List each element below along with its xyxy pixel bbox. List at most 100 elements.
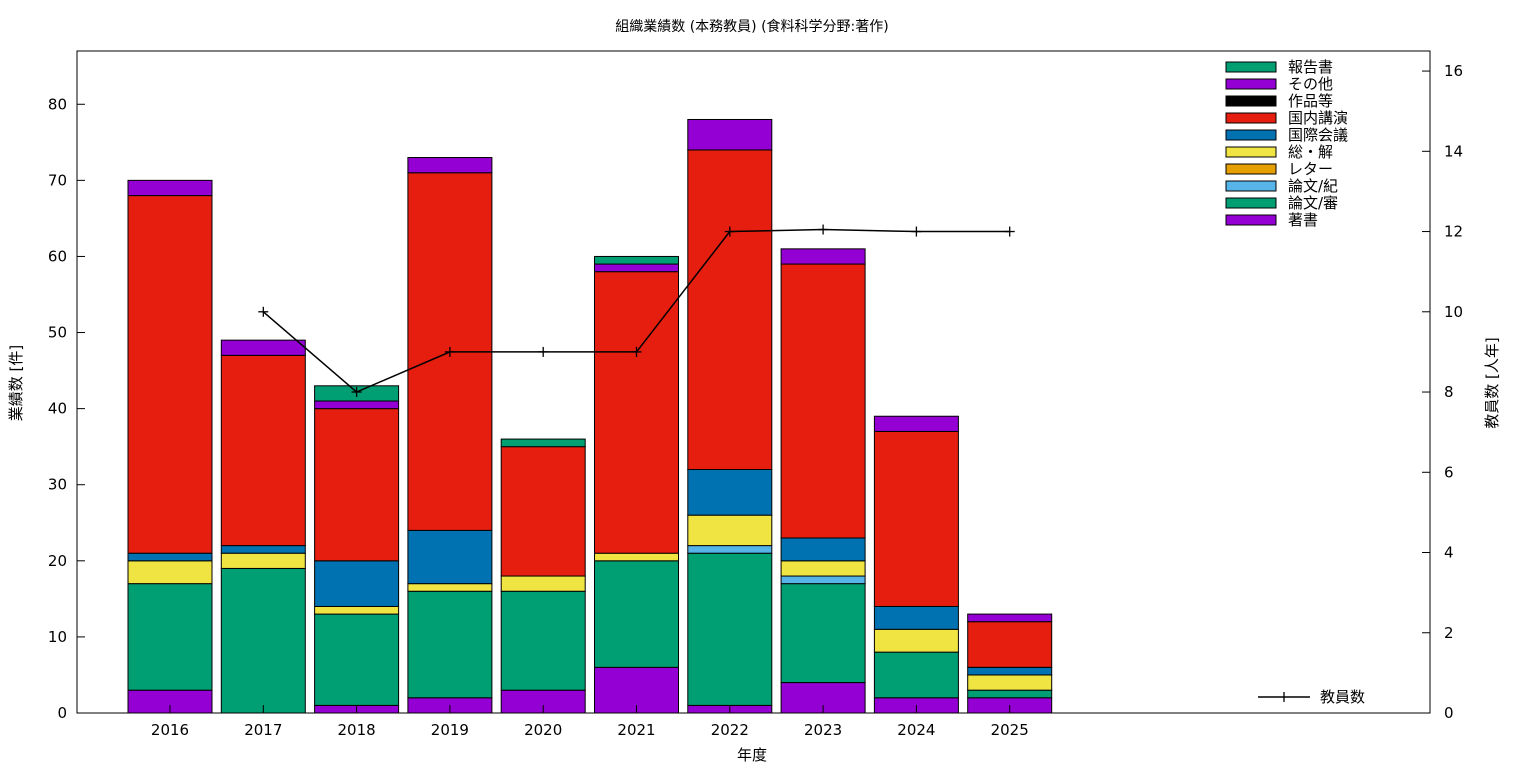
y-tick-label: 80 [48, 95, 67, 113]
bar-segment [780, 248, 866, 265]
bar-segment [500, 446, 586, 577]
legend-line-label: 教員数 [1320, 688, 1365, 706]
chart-title: 組織業績数 (本務教員) (食料科学分野:著作) [615, 18, 888, 35]
bar-segment [967, 674, 1053, 691]
y2-tick-label: 16 [1444, 62, 1463, 80]
legend-swatch [1225, 129, 1277, 141]
bar-segment [314, 560, 400, 607]
bar-segment [314, 400, 400, 410]
y2-tick-label: 8 [1444, 383, 1454, 401]
legend-label: 報告書 [1288, 58, 1333, 76]
bar-segment [687, 552, 773, 706]
bar-segment [873, 651, 959, 699]
legend-label: 国内講演 [1288, 109, 1348, 127]
y2-tick-label: 2 [1444, 624, 1454, 642]
y-tick-label: 40 [48, 400, 67, 418]
x-tick-label: 2024 [897, 721, 935, 739]
plot-area: 0 10 20 30 40 50 60 70 80 0 2 4 6 8 10 12 14 16 2016 2017 20… [48, 50, 1463, 739]
legend-label: その他 [1288, 75, 1333, 93]
y2-axis-title: 教員数 [人年] [1483, 337, 1501, 428]
bar-segment [687, 545, 773, 554]
legend-label: 総・解 [1288, 143, 1333, 161]
bar-segment [780, 583, 866, 684]
bar-segment [594, 255, 679, 265]
x-tick-label: 2025 [991, 721, 1029, 739]
y-tick-label: 20 [48, 552, 67, 570]
legend-label: レター [1288, 160, 1333, 178]
y2-tick-label: 0 [1444, 704, 1454, 722]
x-tick-label: 2020 [524, 721, 562, 739]
bar-segment [314, 613, 400, 706]
x-tick-label: 2018 [338, 721, 376, 739]
legend-label: 論文/紀 [1288, 177, 1338, 195]
bar-segment [594, 552, 679, 562]
y-tick-label: 10 [48, 628, 67, 646]
bar-segment [780, 560, 866, 577]
bar-segment [220, 354, 306, 547]
legend-swatch [1225, 61, 1277, 73]
legend-label: 国際会議 [1288, 126, 1348, 144]
bar-segment [127, 195, 213, 554]
bar-segment [873, 628, 959, 653]
legend-label: 著書 [1288, 211, 1318, 229]
y2-tick-label: 14 [1444, 142, 1463, 160]
bar-segment [780, 537, 866, 562]
bar-segment [687, 149, 773, 471]
legend-swatch [1225, 95, 1277, 107]
bar-segment [220, 339, 306, 356]
x-tick-label: 2021 [617, 721, 655, 739]
y-tick-label: 0 [57, 704, 67, 722]
bar-segment [594, 263, 679, 273]
legend-swatch [1225, 197, 1277, 209]
bar-segment [127, 560, 213, 585]
legend-swatch [1225, 112, 1277, 124]
legend-swatch [1225, 163, 1277, 175]
bar-segment [873, 415, 959, 432]
y2-tick-label: 12 [1444, 223, 1463, 241]
y2-tick-label: 4 [1444, 544, 1454, 562]
bar-segment [967, 689, 1053, 699]
bar-segment [873, 430, 959, 607]
legend-swatch [1225, 146, 1277, 158]
bar-segment [127, 583, 213, 691]
y-tick-label: 70 [48, 171, 67, 189]
bar-segment [500, 438, 586, 448]
bar-segment [687, 118, 773, 151]
bar-segment [500, 575, 586, 592]
x-tick-label: 2022 [711, 721, 749, 739]
bar-segment [407, 529, 493, 585]
bar-segment [220, 552, 306, 569]
y2-tick-label: 10 [1444, 303, 1463, 321]
bar-segment [873, 605, 959, 630]
legend-swatch [1225, 180, 1277, 192]
bar-segment [314, 408, 400, 562]
legend-swatch [1225, 78, 1277, 90]
legend-label: 論文/審 [1288, 194, 1338, 212]
bar-segment [127, 552, 213, 562]
x-tick-label: 2019 [431, 721, 469, 739]
y-axis-title: 業績数 [件] [7, 345, 25, 421]
bar-segment [314, 605, 400, 615]
y-tick-label: 30 [48, 476, 67, 494]
y2-tick-label: 6 [1444, 463, 1454, 481]
bar-segment [594, 560, 679, 668]
x-tick-label: 2017 [244, 721, 282, 739]
legend-label: 作品等 [1288, 92, 1333, 110]
bar-segment [127, 179, 213, 197]
bar-segment [407, 583, 493, 592]
bar-segment [967, 621, 1053, 668]
bar-segment [500, 590, 586, 691]
x-tick-label: 2016 [151, 721, 189, 739]
x-tick-label: 2023 [804, 721, 842, 739]
y-tick-label: 50 [48, 324, 67, 342]
bar-segment [687, 469, 773, 516]
bar-segment [220, 545, 306, 554]
bar-segment [967, 666, 1053, 676]
y-tick-label: 60 [48, 247, 67, 265]
bar-segment [780, 263, 866, 539]
bar-segment [967, 613, 1053, 623]
bar-segment [687, 514, 773, 547]
bar-segment [407, 590, 493, 699]
